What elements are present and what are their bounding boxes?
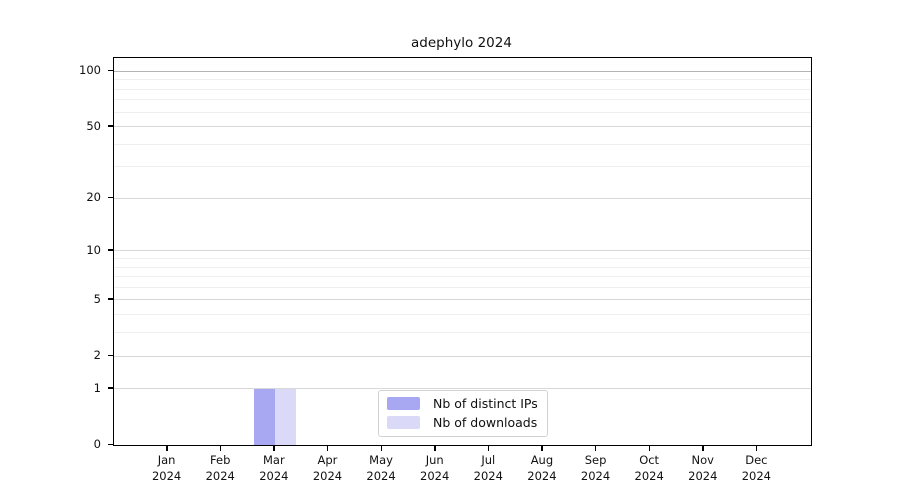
gridline-minor [114, 286, 811, 288]
x-tick-label-line: 2024 [259, 469, 289, 483]
x-tick-label-line: 2024 [741, 469, 772, 483]
gridline-minor [114, 88, 811, 90]
gridline-minor [114, 332, 811, 334]
x-tick [434, 446, 436, 451]
legend-swatch-distinct-ips-icon [387, 397, 420, 410]
gridline-major [114, 388, 811, 390]
x-tick-label: Jan 2024 [135, 452, 199, 484]
x-tick-label-line: Jan [157, 453, 176, 467]
x-tick [595, 446, 597, 451]
x-tick [702, 446, 704, 451]
x-tick [541, 446, 543, 451]
legend-label: Nb of downloads [433, 415, 538, 430]
y-tick-label: 50 [86, 118, 101, 133]
x-tick-label: Nov 2024 [671, 452, 735, 484]
x-tick-label-line: Aug [530, 453, 554, 467]
gridline-major [114, 250, 811, 252]
x-tick-label: May 2024 [349, 452, 413, 484]
gridline-minor [114, 166, 811, 168]
legend: Nb of distinct IPs Nb of downloads [378, 390, 548, 437]
x-tick-label: Mar 2024 [242, 452, 306, 484]
y-tick [108, 125, 113, 127]
x-tick-label-line: 2024 [580, 469, 611, 483]
x-tick [755, 446, 758, 451]
x-tick-label-line: 2024 [205, 469, 235, 483]
y-tick [108, 249, 113, 251]
x-tick [487, 446, 490, 451]
gridline-minor [114, 266, 811, 268]
y-tick [108, 443, 113, 445]
y-tick [108, 354, 113, 356]
bar-nb-of-distinct-ips [253, 388, 275, 445]
x-tick-label: Apr 2024 [295, 452, 359, 484]
y-tick-label: 20 [86, 190, 101, 205]
plot-area [113, 57, 812, 446]
y-tick [108, 69, 113, 72]
gridline-minor [114, 314, 811, 316]
gridline-minor [114, 143, 811, 145]
y-tick-label: 1 [93, 380, 101, 395]
gridline-major [114, 197, 811, 199]
gridline-major [114, 70, 811, 72]
y-tick-label: 2 [93, 348, 101, 363]
y-tick-label: 100 [79, 63, 101, 78]
bar-nb-of-downloads [274, 388, 296, 445]
y-tick [108, 387, 113, 389]
y-tick [108, 196, 113, 199]
y-tick-label: 5 [93, 291, 101, 306]
y-tick [108, 298, 113, 300]
legend-item-downloads: Nb of downloads [387, 415, 538, 430]
x-tick-label-line: Nov [691, 453, 714, 467]
x-tick-label-line: 2024 [312, 469, 343, 483]
x-tick [380, 446, 382, 451]
x-tick-label-line: Jul [481, 453, 496, 467]
x-tick-label-line: 2024 [688, 469, 718, 483]
gridline-major [114, 299, 811, 301]
x-tick-label-line: May [369, 453, 393, 467]
legend-label: Nb of distinct IPs [433, 396, 538, 411]
x-tick-label-line: Apr [317, 453, 338, 467]
x-tick-label-line: 2024 [151, 469, 182, 483]
x-tick-label-line: 2024 [634, 469, 664, 483]
x-tick [166, 446, 168, 451]
x-tick-label: Oct 2024 [617, 452, 681, 484]
x-tick-label: Sep 2024 [564, 452, 628, 484]
gridline-minor [114, 111, 811, 113]
gridline-minor [114, 276, 811, 278]
x-tick [273, 446, 275, 451]
x-tick-label-line: Jun [425, 453, 444, 467]
legend-item-distinct-ips: Nb of distinct IPs [387, 396, 538, 411]
x-tick-label: Aug 2024 [510, 452, 574, 484]
gridline-minor [114, 79, 811, 81]
x-tick-label: Jun 2024 [403, 452, 467, 484]
x-tick [648, 446, 651, 451]
x-tick-label-line: Sep [584, 453, 607, 467]
y-tick-label: 0 [93, 437, 101, 451]
x-tick-label-line: Mar [262, 453, 285, 467]
x-tick-label-line: Dec [745, 453, 768, 467]
x-tick-label-line: Feb [210, 453, 231, 467]
x-tick [326, 446, 329, 451]
chart-title: adephylo 2024 [411, 35, 512, 51]
y-tick-label: 10 [86, 242, 101, 257]
gridline-minor [114, 99, 811, 101]
x-tick-label-line: 2024 [473, 469, 503, 483]
x-tick-label: Jul 2024 [456, 452, 520, 484]
gridline-major [114, 355, 811, 357]
x-tick-label-line: 2024 [366, 469, 396, 483]
legend-swatch-downloads-icon [387, 416, 420, 429]
x-tick-label: Dec 2024 [724, 452, 788, 484]
x-tick [219, 446, 222, 451]
x-tick-label-line: 2024 [527, 469, 557, 483]
x-tick-label-line: Oct [639, 453, 660, 467]
x-tick-label-line: 2024 [420, 469, 450, 483]
gridline-major [114, 126, 811, 128]
x-tick-label: Feb 2024 [188, 452, 252, 484]
gridline-minor [114, 258, 811, 260]
